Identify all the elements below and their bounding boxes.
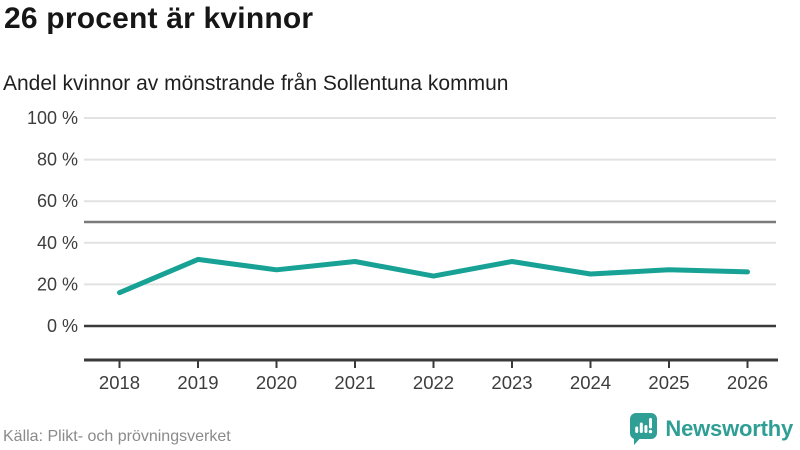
chart-subtitle: Andel kvinnor av mönstrande från Sollent… <box>3 72 509 95</box>
bar-chart-glyph <box>635 418 653 434</box>
x-tick-label: 2026 <box>727 372 768 393</box>
y-tick-label: 20 % <box>37 274 78 294</box>
x-tick-label: 2018 <box>99 372 140 393</box>
speech-bubble-shape <box>630 413 658 445</box>
x-tick-label: 2023 <box>491 372 532 393</box>
y-tick-label: 80 % <box>37 150 78 170</box>
newsworthy-logo-text: Newsworthy <box>665 415 793 441</box>
chart-title: 26 procent är kvinnor <box>4 2 314 35</box>
y-tick-label: 0 % <box>47 316 78 336</box>
y-tick-label: 40 % <box>37 233 78 253</box>
y-tick-label: 100 % <box>27 108 78 128</box>
source-note: Källa: Plikt- och prövningsverket <box>3 428 231 445</box>
x-tick-label: 2022 <box>413 372 454 393</box>
y-tick-label: 60 % <box>37 191 78 211</box>
x-tick-label: 2021 <box>334 372 375 393</box>
x-tick-label: 2020 <box>256 372 297 393</box>
x-tick-label: 2025 <box>648 372 689 393</box>
line-chart: 0 % 20 % 40 % 60 % 80 % 100 % 2018 2019 2020 2021… <box>27 108 778 393</box>
newsworthy-logo[interactable]: Newsworthy <box>629 412 793 445</box>
data-line-andel-kvinnor <box>117 256 750 296</box>
bar-chart-speech-bubble-icon <box>630 413 658 445</box>
x-tick-label: 2019 <box>177 372 218 393</box>
x-tick-label: 2024 <box>570 372 611 393</box>
